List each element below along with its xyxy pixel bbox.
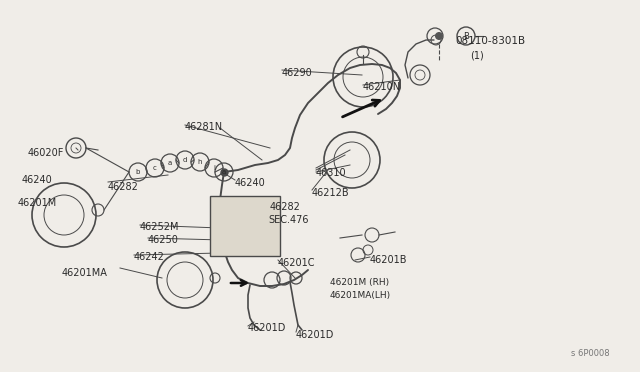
Text: 46242: 46242 bbox=[134, 252, 165, 262]
Text: 46282: 46282 bbox=[270, 202, 301, 212]
Text: 46281N: 46281N bbox=[185, 122, 223, 132]
Text: i: i bbox=[213, 165, 215, 171]
Text: 46240: 46240 bbox=[22, 175, 52, 185]
Text: 46201C: 46201C bbox=[278, 258, 316, 268]
Text: 46282: 46282 bbox=[108, 182, 139, 192]
Text: 46310: 46310 bbox=[316, 168, 347, 178]
Circle shape bbox=[435, 32, 443, 40]
Text: c: c bbox=[153, 165, 157, 171]
Text: s 6P0008: s 6P0008 bbox=[572, 349, 610, 358]
Text: 46201MA(LH): 46201MA(LH) bbox=[330, 291, 391, 300]
Text: 46201M: 46201M bbox=[18, 198, 57, 208]
Text: d: d bbox=[183, 157, 187, 163]
Text: b: b bbox=[136, 169, 140, 175]
Text: B: B bbox=[463, 32, 469, 41]
Text: 46201D: 46201D bbox=[296, 330, 334, 340]
Text: a: a bbox=[222, 169, 226, 175]
Text: 46020F: 46020F bbox=[28, 148, 65, 158]
Text: 46290: 46290 bbox=[282, 68, 313, 78]
Bar bbox=[210, 196, 280, 256]
Text: 46201MA: 46201MA bbox=[62, 268, 108, 278]
Text: 46250: 46250 bbox=[148, 235, 179, 245]
Text: 46210N: 46210N bbox=[363, 82, 401, 92]
Text: 08110-8301B: 08110-8301B bbox=[455, 36, 525, 46]
Text: SEC.476: SEC.476 bbox=[268, 215, 308, 225]
Text: 46201M (RH): 46201M (RH) bbox=[330, 278, 389, 287]
Text: 46201D: 46201D bbox=[248, 323, 286, 333]
Text: a: a bbox=[168, 160, 172, 166]
Text: 46252M: 46252M bbox=[140, 222, 179, 232]
Text: 46240: 46240 bbox=[235, 178, 266, 188]
Text: 46212B: 46212B bbox=[312, 188, 349, 198]
Text: (1): (1) bbox=[470, 50, 484, 60]
Text: 46201B: 46201B bbox=[370, 255, 408, 265]
Text: h: h bbox=[198, 159, 202, 165]
